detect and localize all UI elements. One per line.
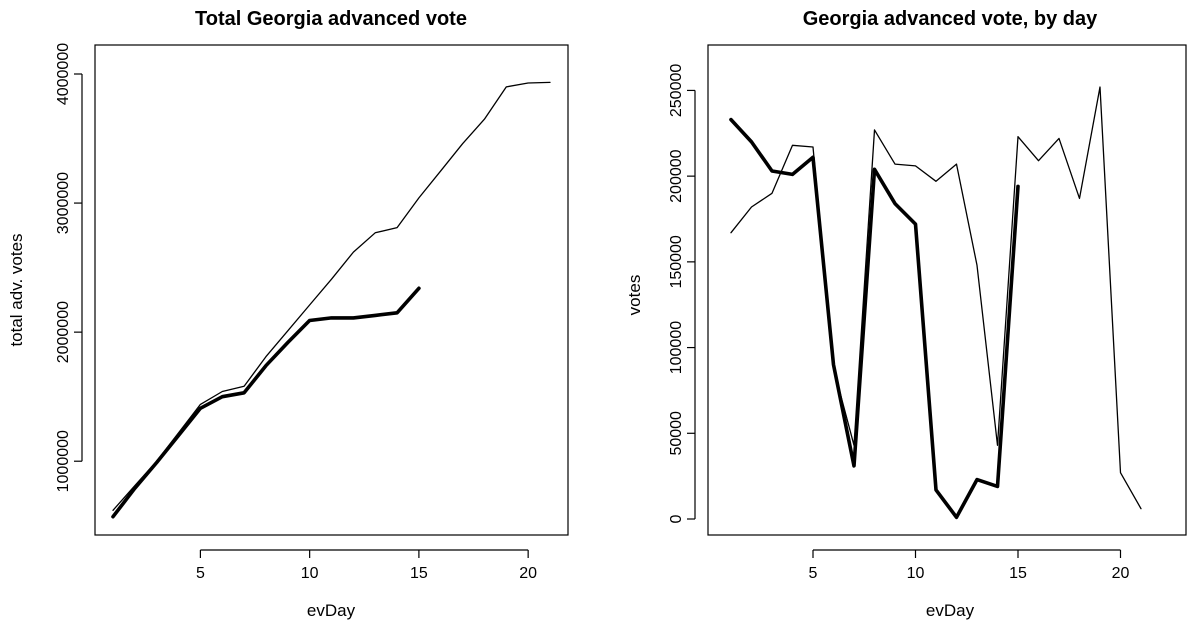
left-y-axis: 1000000 2000000 3000000 4000000: [55, 43, 83, 492]
right-y-axis-label: votes: [625, 275, 644, 316]
right-y-tick-label: 50000: [668, 411, 685, 456]
right-y-tick-label: 200000: [668, 149, 685, 202]
right-y-tick-label: 0: [668, 514, 685, 523]
right-x-axis: 5 10 15 20: [809, 549, 1130, 582]
left-y-tick-label: 1000000: [55, 430, 72, 492]
right-series-line-thin: [730, 86, 1142, 510]
right-y-tick-label: 250000: [668, 64, 685, 117]
right-x-tick-label: 10: [907, 565, 925, 582]
right-series-line-thick: [729, 117, 1020, 520]
right-x-tick-label: 20: [1112, 565, 1130, 582]
left-x-tick-label: 10: [301, 565, 319, 582]
right-panel: Georgia advanced vote, by day evDay vote…: [625, 8, 1187, 620]
right-y-axis: 0 50000 100000 150000 200000 250000: [668, 64, 696, 523]
right-x-axis-label: evDay: [926, 601, 975, 620]
right-x-tick-label: 15: [1009, 565, 1027, 582]
right-plot-frame: [707, 44, 1187, 536]
left-chart-title: Total Georgia advanced vote: [195, 8, 467, 30]
left-x-axis: 5 10 15 20: [196, 549, 537, 582]
left-x-tick-label: 20: [519, 565, 537, 582]
left-panel: Total Georgia advanced vote evDay total …: [7, 8, 569, 620]
left-series-lines: [111, 81, 551, 519]
left-y-tick-label: 4000000: [55, 43, 72, 105]
left-plot-frame: [94, 44, 569, 536]
left-y-tick-label: 2000000: [55, 301, 72, 363]
right-y-tick-label: 150000: [668, 235, 685, 288]
left-x-tick-label: 5: [196, 565, 205, 582]
right-series-lines: [729, 86, 1142, 520]
right-x-tick-label: 5: [809, 565, 818, 582]
left-y-tick-label: 3000000: [55, 172, 72, 234]
right-y-tick-label: 100000: [668, 321, 685, 374]
left-series-line-thin: [112, 81, 551, 511]
right-chart-title: Georgia advanced vote, by day: [803, 8, 1098, 30]
left-x-tick-label: 15: [410, 565, 428, 582]
left-x-axis-label: evDay: [307, 601, 356, 620]
left-series-line-thick: [111, 286, 421, 519]
left-y-axis-label: total adv. votes: [7, 233, 26, 346]
